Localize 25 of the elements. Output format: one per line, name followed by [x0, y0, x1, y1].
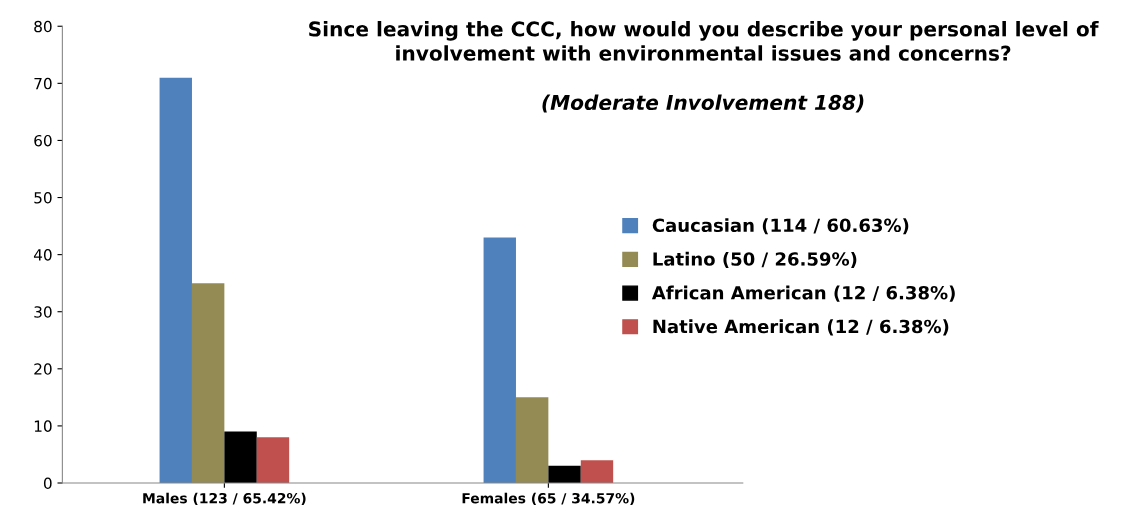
bar — [224, 431, 257, 483]
y-tick-label: 60 — [34, 134, 52, 147]
y-tick-label: 40 — [33, 249, 52, 261]
chart-title: Since leaving the CCC, how would you describe your personal level of involvement with environmental issues and concerns? — [309, 21, 1099, 61]
bar — [191, 283, 225, 483]
y-tick-label: 20 — [34, 363, 52, 375]
y-tick-label: 0 — [43, 477, 52, 490]
x-tick-label: Females (65 / 34.57%) — [462, 492, 635, 506]
y-tick-label: 80 — [34, 20, 52, 33]
bar — [580, 460, 614, 483]
y-tick-label: 30 — [34, 306, 52, 318]
bar — [515, 397, 549, 483]
y-tick-label: 10 — [34, 420, 52, 432]
legend-label: Native American (12 / 6.38%) — [653, 319, 949, 336]
text: (Moderate Involvement 188) — [542, 94, 864, 113]
bar — [159, 77, 192, 483]
legend-label: Latino (50 / 26.59%) — [653, 251, 857, 268]
bar — [483, 237, 516, 483]
y-tick-label: 50 — [34, 192, 52, 204]
y-tick-label: 70 — [34, 77, 52, 90]
bar — [256, 437, 290, 483]
bar — [548, 465, 581, 483]
legend-label: Caucasian (114 / 60.63%) — [652, 218, 909, 235]
x-tick-label: Males (123 / 65.42%) — [143, 492, 306, 506]
legend-label: African American (12 / 6.38%) — [651, 285, 955, 302]
